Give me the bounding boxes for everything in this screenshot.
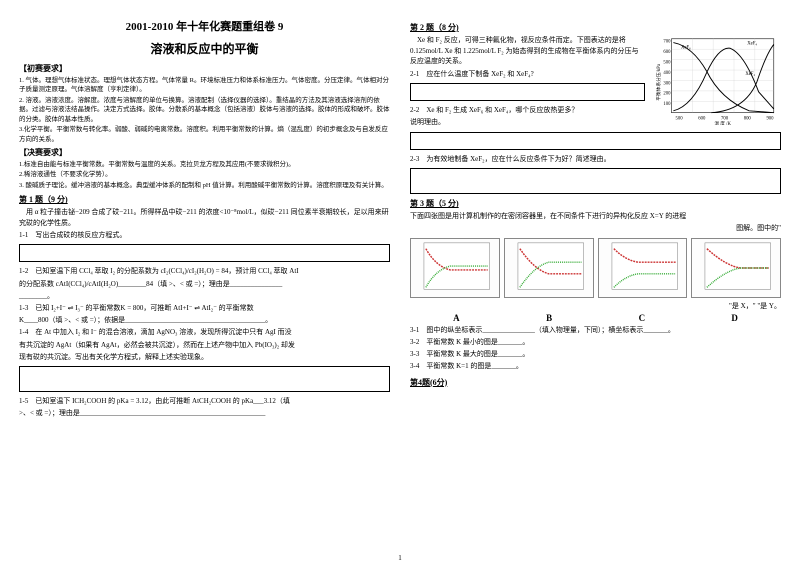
q3-body1: 下面四张图是用计算机制作的在密闭容器里，在不同条件下进行的异构化反应 X=Y 的… xyxy=(410,211,781,222)
chart-b xyxy=(504,238,594,298)
q1-5b: >、< 或 =）；理由是____________________________… xyxy=(19,408,390,419)
q1-1-answer-box xyxy=(19,244,390,262)
q1-5a: 1-5 已知室温下 ICH₂COOH 的 pKa = 3.12，由此可推断 At… xyxy=(19,396,390,407)
q3-body-end: "是 X，" "是 Y。 xyxy=(410,301,781,312)
abcd-labels: A B C D xyxy=(410,313,781,323)
xe-f2-chart: XeF₆ XeF₄ XeF₂ 700 600 500 400 300 200 1… xyxy=(651,35,781,125)
svg-text:700: 700 xyxy=(663,40,671,45)
q4-head: 第4题(6分) xyxy=(410,377,781,388)
chart-a xyxy=(410,238,500,298)
svg-text:600: 600 xyxy=(663,50,671,55)
svg-text:300: 300 xyxy=(663,81,671,86)
q2-1-answer-box xyxy=(410,83,645,101)
q1-4c: 现有砹的共沉淀。写出有关化学方程式，解释上述实验现象。 xyxy=(19,352,390,363)
q3-head: 第 3 题（5 分) xyxy=(410,198,781,209)
q2-body: Xe 和 F₂ 反应，可得三种氟化物，视反应条件而定。下图表达的是将 0.125… xyxy=(410,35,645,67)
q3-2: 3-2 平衡常数 K 最小的图是_______。 xyxy=(410,337,781,348)
q1-4b: 有共沉淀的 AgAt（如果有 AgAt，必然会被共沉淀），然而在上述产物中加入 … xyxy=(19,340,390,351)
chart-xef2-label: XeF₂ xyxy=(745,72,755,77)
left-column: 2001-2010 年十年化赛题重组卷 9 溶液和反应中的平衡 【初赛要求】 1… xyxy=(14,18,400,558)
chart-xef6-label: XeF₆ xyxy=(681,45,691,50)
q3-4: 3-4 平衡常数 K=1 的图是_______。 xyxy=(410,361,781,372)
final-2: 2.稀溶液通性（不要求化学势）。 xyxy=(19,170,390,179)
chart-c xyxy=(598,238,688,298)
svg-text:700: 700 xyxy=(721,116,729,121)
q1-4-answer-box xyxy=(19,366,390,392)
q1-4a: 1-4 在 At 中加入 I₂ 和 I⁻ 的混合溶液，滴加 AgNO₃ 溶液，发… xyxy=(19,327,390,338)
svg-text:100: 100 xyxy=(663,102,671,107)
label-b: B xyxy=(503,313,596,323)
chart-xef4-label: XeF₄ xyxy=(747,41,757,46)
svg-text:500: 500 xyxy=(663,60,671,65)
q1-3a: 1-3 已知 I₂+I⁻ ⇌ I₃⁻ 的平衡常数K = 800，可推断 AtI+… xyxy=(19,303,390,314)
doc-title-2: 溶液和反应中的平衡 xyxy=(19,40,390,57)
doc-title-1: 2001-2010 年十年化赛题重组卷 9 xyxy=(19,18,390,34)
q2-head: 第 2 题（8 分) xyxy=(410,22,781,33)
q2-2-answer-box xyxy=(410,132,781,150)
q2-row: Xe 和 F₂ 反应，可得三种氟化物，视反应条件而定。下图表达的是将 0.125… xyxy=(410,35,781,129)
q1-1: 1-1 写出合成砹的核反应方程式。 xyxy=(19,230,390,241)
mini-charts-row xyxy=(410,238,781,298)
q3-1: 3-1 图中的纵坐标表示_______________（填入物理量，下同）；横坐… xyxy=(410,325,781,336)
q2-3-answer-box xyxy=(410,168,781,194)
final-head: 【决赛要求】 xyxy=(19,147,390,158)
prelim-3: 3.化学平衡。平衡常数与转化率。弱酸、弱碱的电离常数。溶度积。利用平衡常数的计算… xyxy=(19,125,390,144)
q1-head: 第 1 题（9 分) xyxy=(19,194,390,205)
q2-2a: 2-2 Xe 和 F₂ 生成 XeF₆ 和 XeF₄，哪个反应放热更多？ xyxy=(410,105,645,116)
svg-text:900: 900 xyxy=(766,116,774,121)
q1-2c: ________。 xyxy=(19,291,390,302)
final-1: 1.标准自由能与标准平衡常数。平衡常数与温度的关系。克拉贝龙方程及其应用(不要求… xyxy=(19,160,390,169)
label-a: A xyxy=(410,313,503,323)
final-3: 3. 酸碱质子理论。缓冲溶液的基本概念。典型缓冲体系的配制和 pH 值计算。利用… xyxy=(19,181,390,190)
q2-text-block: Xe 和 F₂ 反应，可得三种氟化物，视反应条件而定。下图表达的是将 0.125… xyxy=(410,35,645,129)
q1-2a: 1-2 已知室温下用 CCl₄ 萃取 I₂ 的分配系数为 cI₂(CCl₄)/c… xyxy=(19,266,390,277)
svg-text:800: 800 xyxy=(744,116,752,121)
q2-3: 2-3 为有效地制备 XeF₂，应在什么反应条件下为好？简述理由。 xyxy=(410,154,781,165)
prelim-1: 1. 气体。理想气体标准状态。理想气体状态方程。气体常量 R。环境标准压力和体系… xyxy=(19,76,390,95)
q2-2b: 说明理由。 xyxy=(410,117,645,128)
right-column: 第 2 题（8 分) Xe 和 F₂ 反应，可得三种氟化物，视反应条件而定。下图… xyxy=(400,18,786,558)
label-d: D xyxy=(688,313,781,323)
chart-d xyxy=(691,238,781,298)
q1-2b: 的分配系数 cAtI(CCl₄)/cAtI(H₂O)________84（填 >… xyxy=(19,279,390,290)
q3-3: 3-3 平衡常数 K 最大的图是_______。 xyxy=(410,349,781,360)
chart-ylabel: 平衡体系分压/kPa xyxy=(655,63,662,101)
svg-text:400: 400 xyxy=(663,71,671,76)
q2-1: 2-1 应在什么温度下制备 XeF₂ 和 XeF₄? xyxy=(410,69,645,80)
prelim-head: 【初赛要求】 xyxy=(19,63,390,74)
prelim-2: 2. 溶液。溶液浓度。溶解度。浓度与溶解度的单位与换算。溶液配制（选择仪器的选择… xyxy=(19,96,390,124)
svg-text:200: 200 xyxy=(663,92,671,97)
svg-text:500: 500 xyxy=(676,116,684,121)
label-c: C xyxy=(596,313,689,323)
svg-text:600: 600 xyxy=(698,116,706,121)
q3-body2: 图解。图中的" xyxy=(410,223,781,234)
page-number: 1 xyxy=(398,554,402,562)
q1-3b: K____800（填 >、< 或 =）；依据是_________________… xyxy=(19,315,390,326)
q1-body: 用 α 粒子撞击铋−209 合成了砹−211。所得样品中砹−211 的浓度<10… xyxy=(19,207,390,228)
